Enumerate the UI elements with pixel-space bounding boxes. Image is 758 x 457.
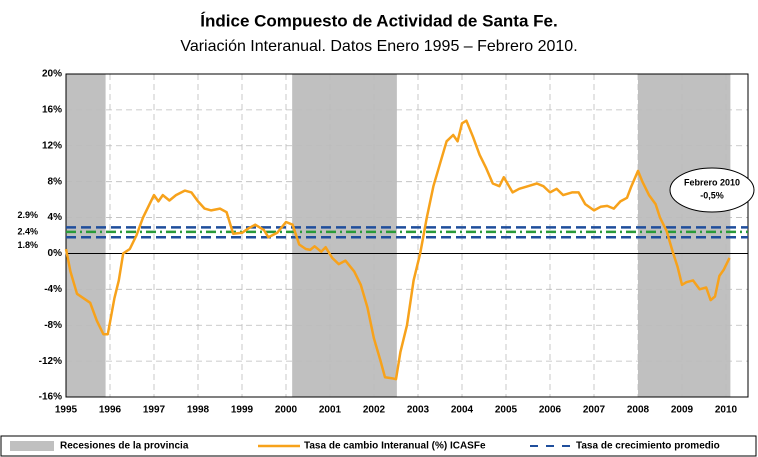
y-tick-label: -16% [39, 392, 62, 403]
x-tick-label: 2008 [627, 405, 650, 416]
y-tick-label: 12% [42, 140, 62, 151]
x-tick-label: 2000 [275, 405, 298, 416]
legend-label: Recesiones de la provincia [60, 441, 189, 452]
plot-frame [65, 73, 749, 398]
annotation-text: -0,5% [700, 190, 724, 200]
x-tick-label: 1999 [231, 405, 254, 416]
recession-band [292, 74, 397, 397]
x-tick-label: 2004 [451, 405, 474, 416]
y-tick-label: 20% [42, 69, 62, 80]
x-tick-label: 2006 [539, 405, 562, 416]
x-tick-label: 1997 [143, 405, 166, 416]
y-tick-label: 0% [48, 248, 63, 259]
x-tick-label: 1998 [187, 405, 210, 416]
x-tick-label: 2009 [671, 405, 694, 416]
recession-band [66, 74, 106, 397]
x-tick-label: 1995 [55, 405, 78, 416]
legend-box [0, 435, 757, 457]
y-tick-label: -8% [44, 320, 62, 331]
legend-label: Tasa de crecimiento promedio [576, 441, 720, 452]
series-line [64, 119, 731, 381]
x-tick-label: 2003 [407, 405, 430, 416]
average-label: 2.4% [17, 226, 38, 236]
y-tick-label: -12% [39, 356, 62, 367]
x-tick-label: 2002 [363, 405, 386, 416]
average-label: 2.9% [17, 210, 38, 220]
x-tick-label: 2010 [715, 405, 738, 416]
x-tick-label: 2001 [319, 405, 342, 416]
x-tick-label: 2005 [495, 405, 518, 416]
x-tick-label: 1996 [99, 405, 122, 416]
y-tick-label: -4% [44, 284, 62, 295]
y-tick-label: 16% [42, 105, 62, 116]
y-tick-label: 4% [48, 212, 63, 223]
x-tick-label: 2007 [583, 405, 606, 416]
annotation-bubble [669, 167, 755, 213]
chart-title: Índice Compuesto de Actividad de Santa F… [200, 11, 557, 30]
average-label: 1.8% [17, 240, 38, 250]
recession-band [638, 74, 731, 397]
legend-label: Tasa de cambio Interanual (%) ICASFe [304, 441, 486, 452]
legend-swatch [10, 441, 54, 451]
y-tick-label: 8% [48, 176, 63, 187]
chart-subtitle: Variación Interanual. Datos Enero 1995 –… [180, 38, 577, 55]
annotation-text: Febrero 2010 [684, 177, 740, 187]
